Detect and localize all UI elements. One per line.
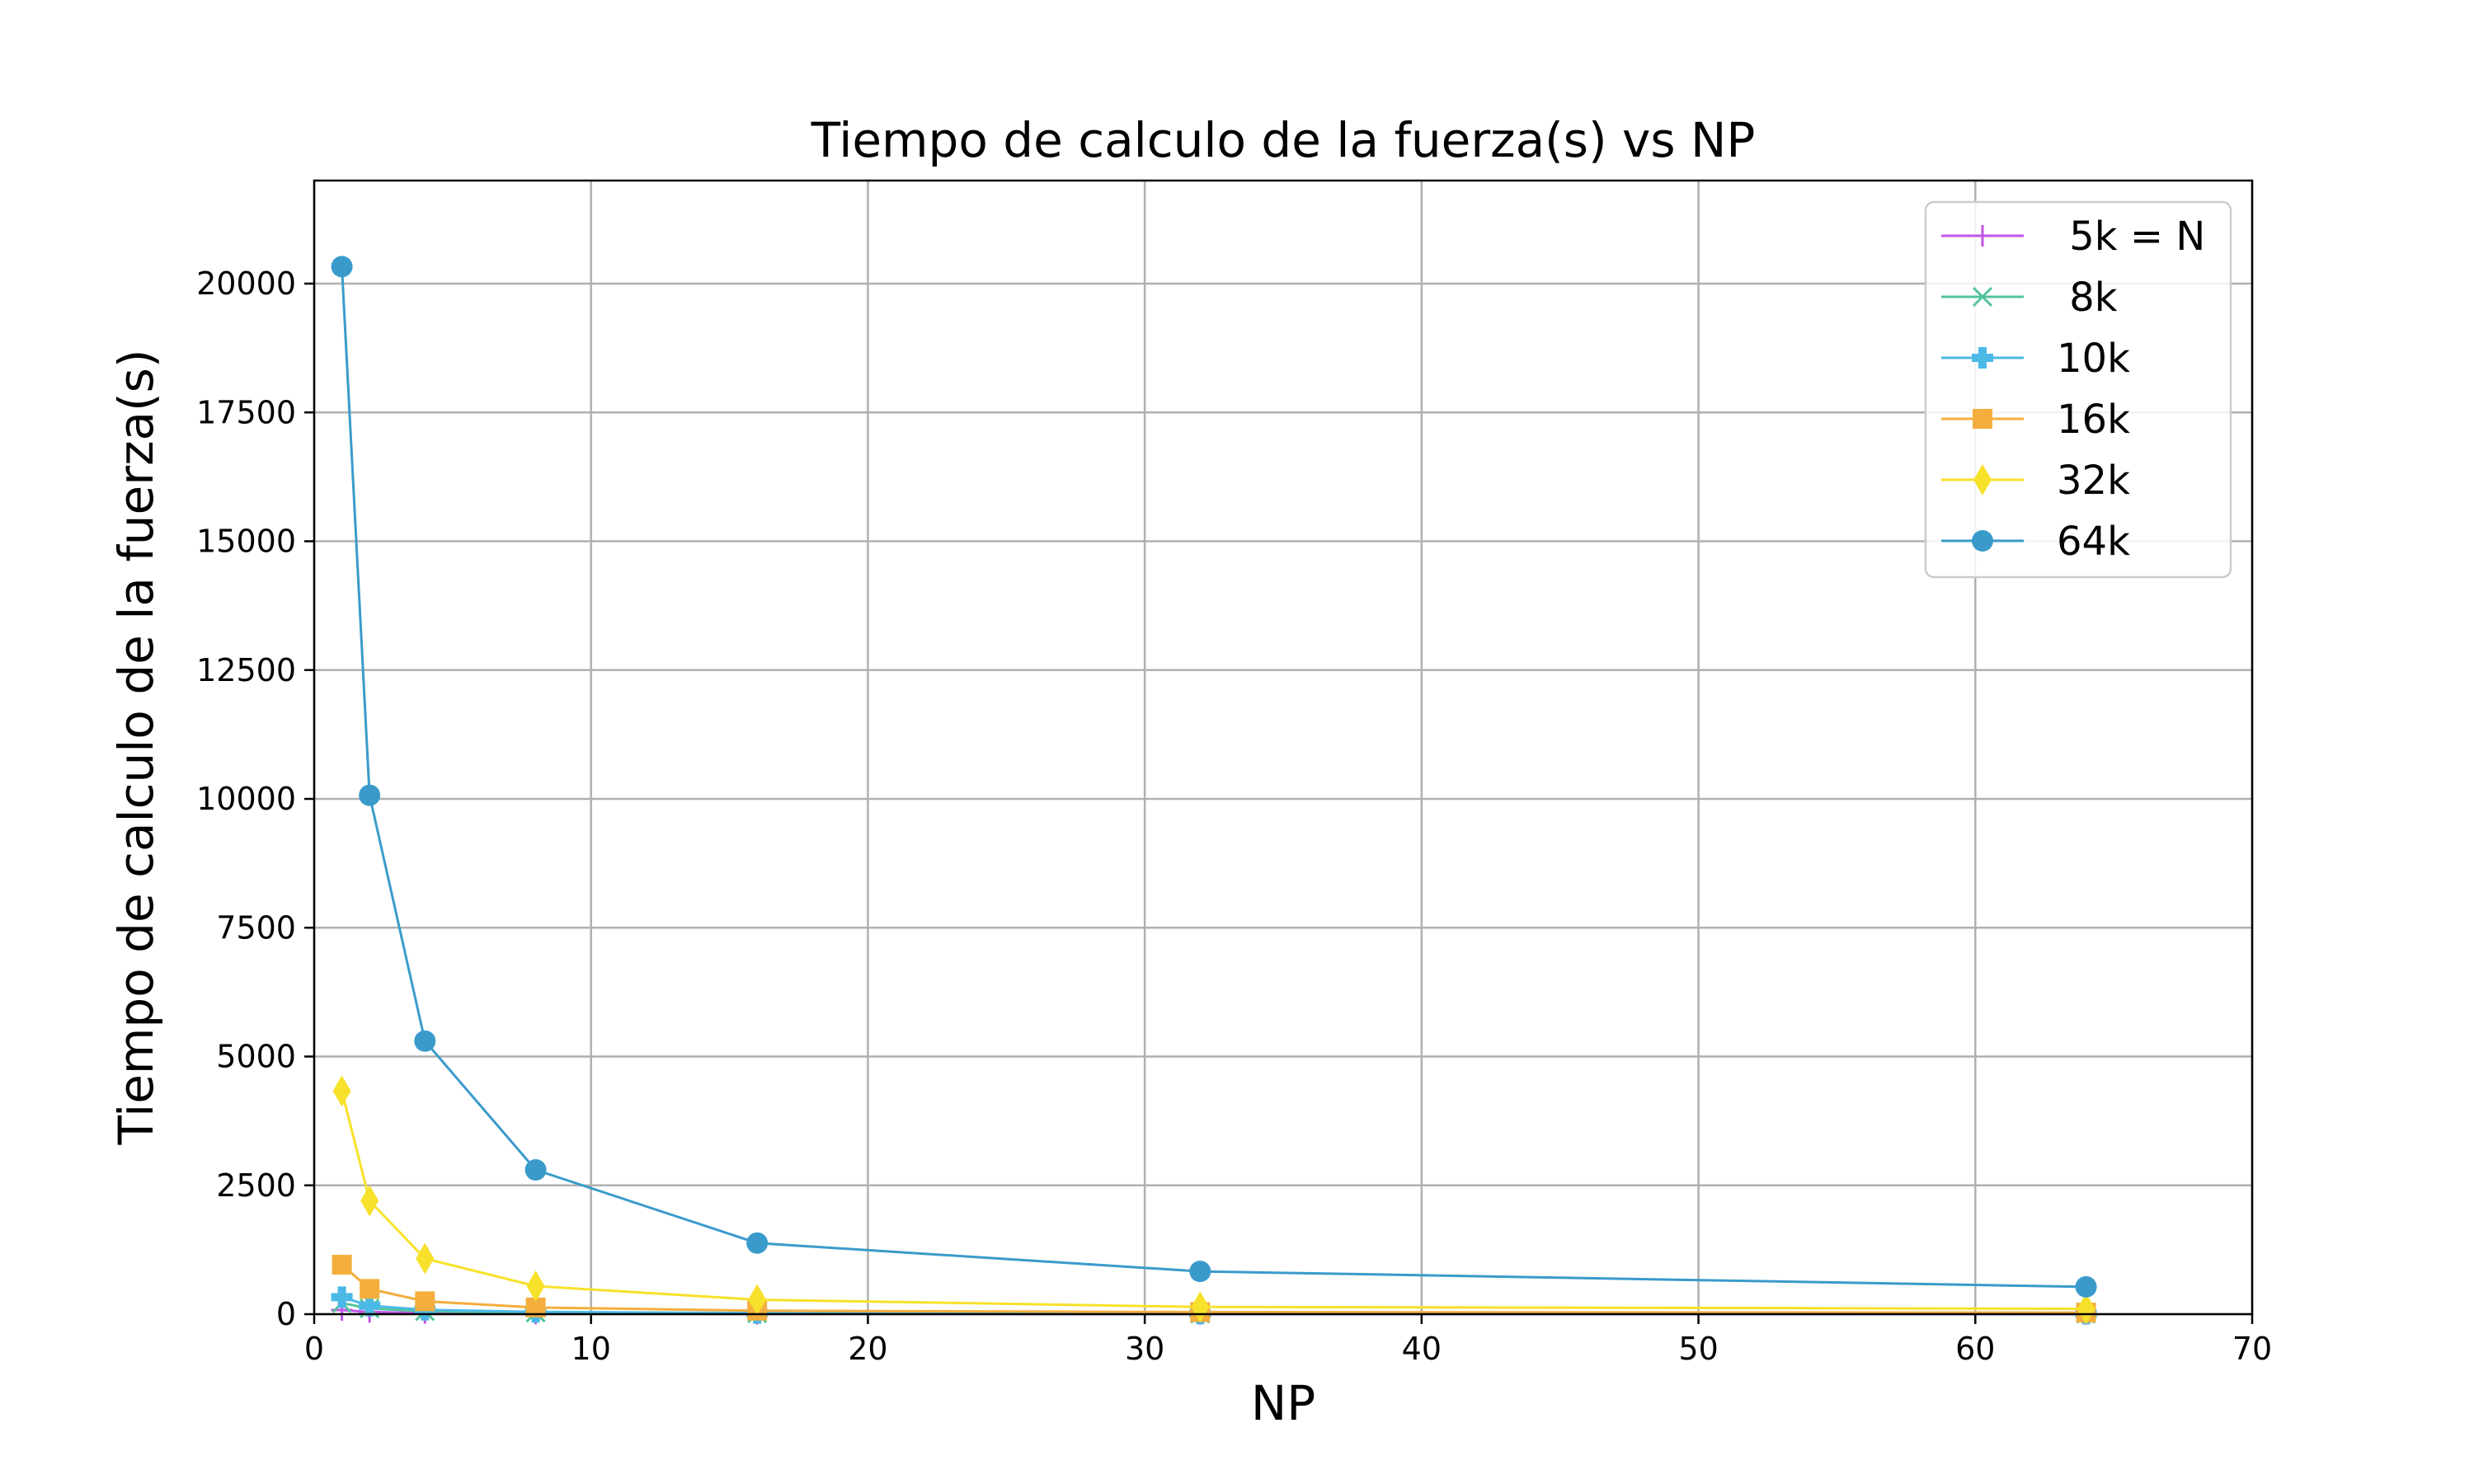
- x-tick-label: 30: [1125, 1331, 1164, 1367]
- legend-label: 64k: [2057, 519, 2130, 565]
- y-tick-label: 15000: [196, 524, 296, 560]
- data-point: [415, 1291, 435, 1312]
- legend-item: 64k: [1941, 519, 2130, 565]
- data-point: [360, 1279, 380, 1299]
- y-tick-label: 12500: [196, 652, 296, 688]
- legend-label: 5k = N: [2057, 214, 2205, 260]
- data-point: [2077, 1293, 2095, 1325]
- data-point: [1189, 1261, 1211, 1283]
- legend-item: 5k = N: [1941, 214, 2205, 260]
- data-point: [746, 1232, 769, 1254]
- series-4: [332, 1075, 2095, 1325]
- data-point: [331, 1286, 353, 1308]
- y-tick-label: 10000: [196, 781, 296, 817]
- legend-label: 10k: [2057, 336, 2130, 382]
- data-point: [331, 256, 353, 278]
- legend-item: 32k: [1941, 458, 2130, 504]
- legend-label: 8k: [2057, 275, 2118, 321]
- legend-label: 16k: [2057, 397, 2130, 443]
- x-tick-label: 10: [571, 1331, 611, 1367]
- chart-title: Tiempo de calculo de la fuerza(s) vs NP: [811, 112, 1756, 168]
- legend-marker: [1972, 225, 1993, 247]
- x-tick-label: 50: [1678, 1331, 1718, 1367]
- data-point: [416, 1242, 435, 1275]
- data-point: [526, 1270, 545, 1302]
- y-axis-label: Tiempo de calculo de la fuerza(s): [108, 349, 164, 1145]
- data-point: [359, 784, 381, 806]
- data-point: [332, 1255, 352, 1275]
- data-point: [414, 1030, 436, 1052]
- series-5: [331, 256, 2097, 1298]
- x-tick-label: 20: [848, 1331, 887, 1367]
- x-tick-label: 0: [304, 1331, 324, 1367]
- data-point: [359, 1294, 381, 1317]
- legend: 5k = N 8k 10k 16k 32k 64k: [1924, 200, 2232, 579]
- plot-frame: [313, 179, 2254, 1316]
- series-layer: [331, 256, 2097, 1325]
- legend-label: 32k: [2057, 458, 2130, 504]
- legend-marker: [1972, 286, 1993, 308]
- legend-item: 10k: [1941, 336, 2130, 382]
- x-tick-label: 60: [1955, 1331, 1995, 1367]
- y-tick-label: 20000: [196, 265, 296, 302]
- data-point: [524, 1159, 547, 1181]
- data-point: [748, 1284, 767, 1316]
- ticks: 0 10 20 30 40 50 60 70 0 2500 5000 7500 10000 12500 15…: [196, 265, 2272, 1367]
- legend-marker: [1972, 347, 1993, 369]
- legend-item: 8k: [1941, 275, 2118, 321]
- y-tick-label: 2500: [216, 1167, 296, 1204]
- x-tick-label: 40: [1402, 1331, 1442, 1367]
- y-tick-label: 0: [276, 1296, 296, 1332]
- legend-marker: [1972, 530, 1993, 552]
- legend-marker: [1973, 464, 1992, 495]
- y-tick-label: 7500: [216, 909, 296, 946]
- y-tick-label: 17500: [196, 394, 296, 430]
- x-tick-label: 70: [2232, 1331, 2272, 1367]
- legend-item: 16k: [1941, 397, 2130, 443]
- legend-marker: [1973, 409, 1992, 429]
- data-point: [332, 1075, 351, 1107]
- data-point: [2075, 1275, 2097, 1298]
- x-axis-label: NP: [1251, 1375, 1315, 1431]
- y-tick-label: 5000: [216, 1039, 296, 1075]
- data-point: [360, 1185, 379, 1217]
